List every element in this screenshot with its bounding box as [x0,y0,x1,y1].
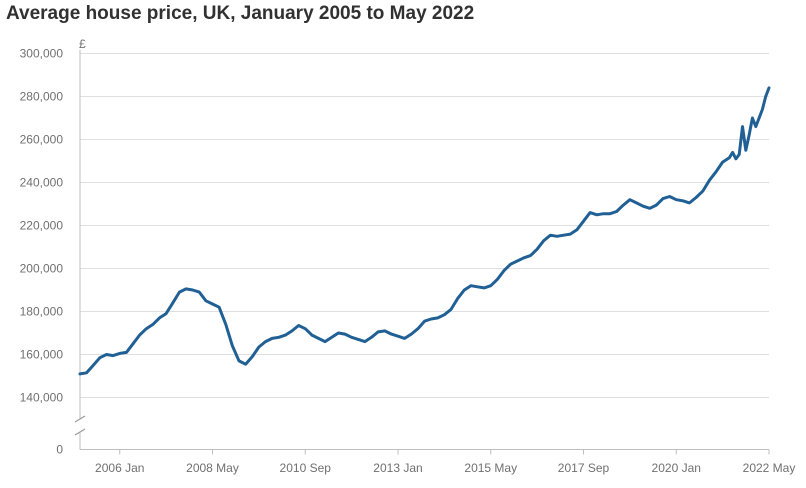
series [78,86,771,376]
y-tick-label: 200,000 [20,262,64,276]
x-tick-label: 2015 May [464,461,517,475]
y-tick-label: 240,000 [20,176,64,190]
y-tick-label: 220,000 [20,219,64,233]
x-tick-label: 2013 Jan [373,461,422,475]
x-tick-label: 2022 May [743,461,796,475]
y-axis-unit-label: £ [79,37,86,51]
y-tick-label: 280,000 [20,90,64,104]
x-tick-label: 2008 May [186,461,239,475]
x-tick-label: 2010 Sep [280,461,332,475]
axis-break-mark [74,428,86,436]
y-tick-label: 140,000 [20,391,64,405]
chart-title: Average house price, UK, January 2005 to… [6,3,475,24]
series-line [78,86,771,376]
x-tick-label: 2017 Sep [558,461,610,475]
x-tick-label: 2020 Jan [652,461,701,475]
grid [80,53,769,398]
axis-break-mark [74,415,86,423]
tick-labels: 300,000 280,000 260,000 240,000 220,000 200,0… [20,37,796,475]
axes [74,50,770,455]
y-tick-label: 180,000 [20,305,64,319]
y-tick-label: 160,000 [20,348,64,362]
y-tick-label: 300,000 [20,47,64,61]
x-tick-label: 2006 Jan [95,461,144,475]
y-tick-label: 260,000 [20,133,64,147]
y-tick-label: 0 [56,443,63,457]
